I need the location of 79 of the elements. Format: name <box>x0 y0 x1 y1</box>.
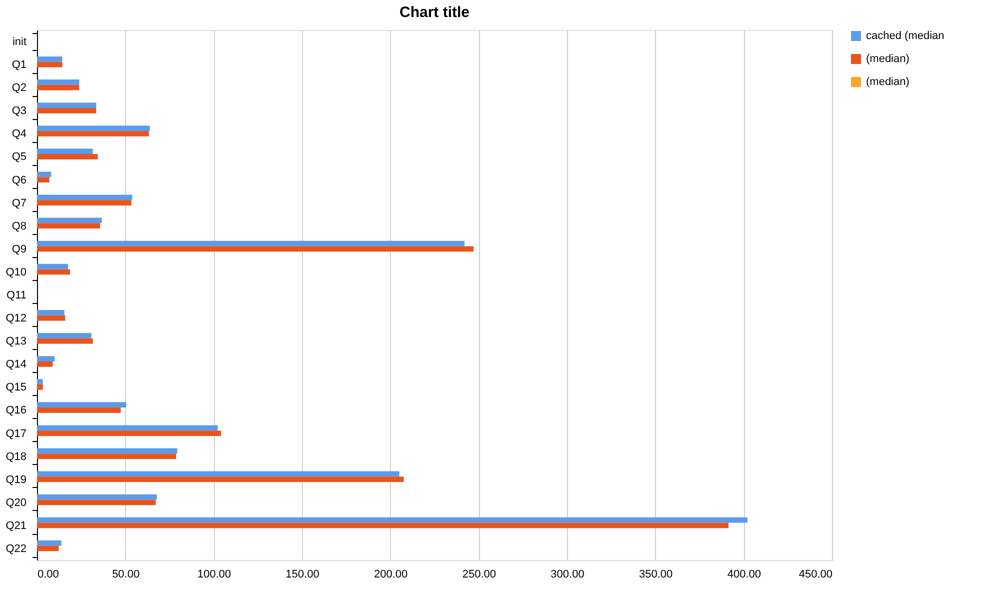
bar <box>37 476 404 482</box>
y-tick-label: Q22 <box>6 542 26 555</box>
bar <box>37 131 149 136</box>
y-tick-label: Q13 <box>6 336 26 348</box>
y-tick-label: Q11 <box>6 290 26 302</box>
y-tick-label: Q17 <box>6 428 26 440</box>
x-tick-label: 50.00 <box>112 568 140 580</box>
bar <box>37 269 70 275</box>
y-tick-label: Q19 <box>6 474 26 486</box>
bar <box>37 56 62 62</box>
x-tick-label: 350.00 <box>639 568 673 580</box>
bar <box>37 338 93 344</box>
bar <box>37 200 132 206</box>
y-tick-label: Q10 <box>6 266 26 278</box>
bar <box>37 500 156 506</box>
bar <box>37 240 465 246</box>
y-tick-label: Q14 <box>6 358 26 371</box>
bar <box>37 425 218 431</box>
bar <box>37 408 121 413</box>
x-tick-label: 250.00 <box>462 568 496 580</box>
y-tick-label: Q9 <box>12 243 26 256</box>
bar <box>37 108 96 114</box>
y-tick-label: Q12 <box>6 312 26 325</box>
legend-label: (median) <box>866 53 910 65</box>
bar <box>37 246 474 252</box>
bar <box>37 223 100 229</box>
bar <box>37 154 98 160</box>
y-tick-label: Q18 <box>6 450 26 463</box>
x-tick-label: 450.00 <box>798 568 832 580</box>
y-tick-label: init <box>12 36 26 48</box>
bar <box>37 172 52 178</box>
bar <box>37 448 178 454</box>
x-tick-label: 100.00 <box>197 568 231 580</box>
bar <box>37 80 80 85</box>
bar <box>37 264 68 270</box>
bar <box>37 126 150 132</box>
y-tick-label: Q7 <box>12 197 26 210</box>
y-tick-label: Q15 <box>6 382 26 394</box>
y-tick-label: Q1 <box>12 59 26 72</box>
y-tick-label: Q16 <box>6 404 26 417</box>
bar <box>37 356 55 362</box>
y-tick-label: Q8 <box>12 220 26 232</box>
y-tick-label: Q2 <box>12 82 26 94</box>
chart-title: Chart title <box>399 4 470 21</box>
bar <box>37 194 132 200</box>
bar <box>37 84 80 90</box>
legend-label: cached (median <box>866 30 944 42</box>
bar <box>37 430 222 436</box>
bar <box>37 310 64 316</box>
bar <box>37 177 50 182</box>
bar <box>37 148 93 154</box>
bar <box>37 102 96 108</box>
x-tick-label: 300.00 <box>550 568 584 580</box>
bar <box>37 315 66 321</box>
y-tick-label: Q5 <box>12 151 26 164</box>
bar <box>37 471 400 477</box>
bar <box>37 379 43 384</box>
bar <box>37 218 102 224</box>
bar <box>37 62 62 68</box>
x-tick-label: 150.00 <box>286 568 320 580</box>
bar <box>37 384 43 390</box>
x-tick-label: 0.00 <box>38 568 59 580</box>
y-tick-label: Q20 <box>6 496 26 509</box>
x-tick-label: 200.00 <box>374 568 408 580</box>
bar <box>37 454 176 459</box>
y-tick-label: Q4 <box>12 128 26 140</box>
bar <box>37 333 92 338</box>
bar <box>37 522 728 528</box>
bar <box>37 517 748 523</box>
bar <box>37 361 53 367</box>
bar <box>37 402 126 408</box>
y-tick-label: Q3 <box>12 105 26 118</box>
bar <box>37 540 62 546</box>
bar <box>37 546 59 552</box>
y-tick-label: Q21 <box>6 520 26 532</box>
legend-label: (median) <box>866 76 910 88</box>
bar <box>37 494 157 500</box>
x-tick-label: 400.00 <box>727 568 761 580</box>
y-tick-label: Q6 <box>12 174 26 186</box>
